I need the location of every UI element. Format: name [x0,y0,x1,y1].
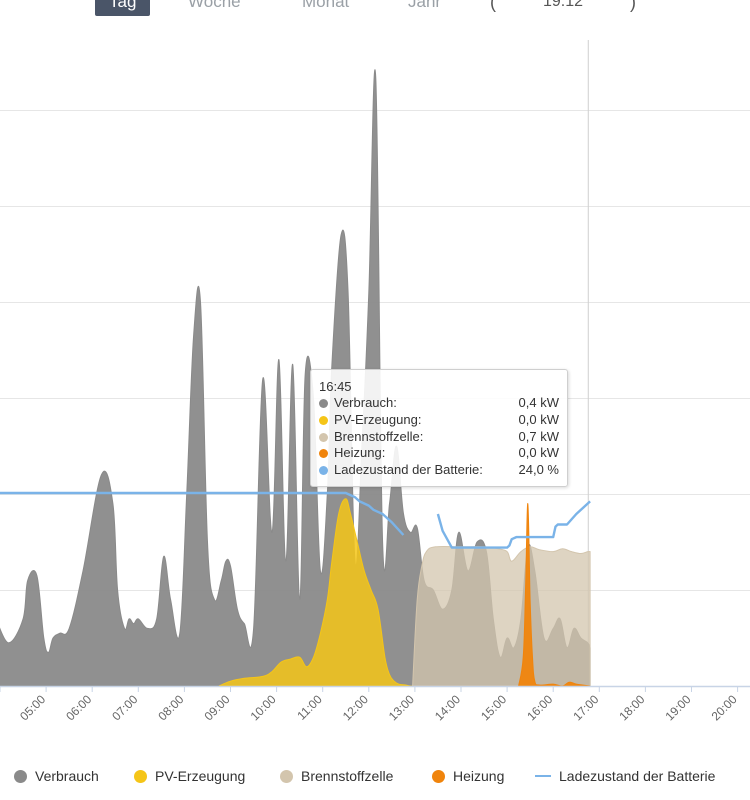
tab-woche[interactable]: Woche [188,0,241,11]
x-tick-label: 08:00 [155,692,186,723]
legend-item-brennstoffzelle[interactable]: Brennstoffzelle [280,763,393,789]
energy-chart[interactable]: 04:00 05:00 06:00 07:00 08:00 09:00 10:00 11:00… [0,0,750,760]
legend-label: PV-Erzeugung [155,768,246,784]
tooltip-label: Ladezustand der Batterie: [334,462,483,478]
x-tick-label: 19:00 [662,692,693,723]
x-tick-label: 13:00 [386,692,417,723]
prev-day-button[interactable]: ( [490,0,496,12]
series-line-ladezustand-der-batterie-0 [0,491,405,536]
series-line-ladezustand-der-batterie-1 [436,500,591,549]
x-tick-label: 15:00 [478,692,509,723]
heizung-dot-icon [319,449,328,459]
legend-item-heizung[interactable]: Heizung [432,763,504,789]
next-day-button[interactable]: ) [630,0,636,12]
legend-label: Ladezustand der Batterie [559,768,716,784]
tooltip-row-batterie: Ladezustand der Batterie: 24,0 % [319,462,559,479]
x-tick-label: 18:00 [616,692,647,723]
legend-label: Brennstoffzelle [301,768,394,784]
tooltip-value: 0,0 kW [518,411,559,427]
x-tick-label: 11:00 [294,692,325,723]
legend-item-batterie[interactable]: Ladezustand der Batterie [535,763,715,789]
tooltip-value: 24,0 % [518,462,559,478]
series-area-heizung [518,503,591,687]
date-label: 19.12 [543,0,584,10]
tooltip-label: Heizung: [334,445,386,461]
x-tick-label: 12:00 [340,692,371,723]
chart-tooltip: 16:45 Verbrauch: 0,4 kW PV-Erzeugung: 0,… [310,369,568,487]
pv-dot-icon [319,415,328,425]
chart-legend: Verbrauch PV-Erzeugung Brennstoffzelle H… [0,763,750,789]
x-tick-label: 06:00 [63,692,94,723]
heizung-legend-icon [432,770,445,783]
legend-item-verbrauch[interactable]: Verbrauch [14,763,99,789]
tooltip-value: 0,4 kW [518,395,559,410]
verbrauch-legend-icon [14,770,27,783]
pv-legend-icon [134,770,147,783]
tab-jahr[interactable]: Jahr [408,0,442,11]
legend-label: Heizung [453,768,505,784]
batterie-dot-icon [319,466,328,476]
tooltip-row-brennstoffzelle: Brennstoffzelle: 0,7 kW [319,429,559,446]
tooltip-row-pv: PV-Erzeugung: 0,0 kW [319,412,559,429]
tab-tag[interactable]: Tag [95,0,151,16]
x-tick-label: 20:00 [709,692,740,723]
x-tick-label: 14:00 [432,692,463,723]
batterie-legend-icon [535,775,551,777]
tooltip-label: Brennstoffzelle: [334,428,424,444]
tooltip-value: 0,0 kW [518,445,559,461]
x-axis: 04:00 05:00 06:00 07:00 08:00 09:00 10:00 11:00… [0,685,750,723]
series-area-pv-erzeugung [218,498,420,687]
brennstoffzelle-dot-icon [319,432,328,442]
x-tick-label: 07:00 [109,692,140,723]
legend-label: Verbrauch [35,768,99,784]
chart-lines [0,491,591,549]
brennstoffzelle-legend-icon [280,770,293,783]
x-tick-label: 17:00 [570,692,601,723]
tooltip-row-verbrauch: Verbrauch: 0,4 kW [319,395,559,412]
x-tick-label: 10:00 [248,692,279,723]
tooltip-time: 16:45 [319,379,352,394]
tab-monat[interactable]: Monat [302,0,350,11]
tooltip-value: 0,7 kW [518,428,559,444]
x-tick-label: 04:00 [0,692,2,723]
tooltip-label: PV-Erzeugung: [334,411,422,427]
legend-item-pv[interactable]: PV-Erzeugung [134,763,245,789]
period-toolbar: Tag Woche Monat Jahr ( 19.12 ) [0,0,750,18]
tooltip-label: Verbrauch: [334,395,397,410]
series-area-brennstoffzelle [412,545,591,687]
verbrauch-dot-icon [319,399,328,408]
tooltip-row-heizung: Heizung: 0,0 kW [319,445,559,462]
x-tick-label: 05:00 [17,692,48,723]
x-tick-label: 16:00 [524,692,555,723]
x-tick-label: 09:00 [201,692,232,723]
